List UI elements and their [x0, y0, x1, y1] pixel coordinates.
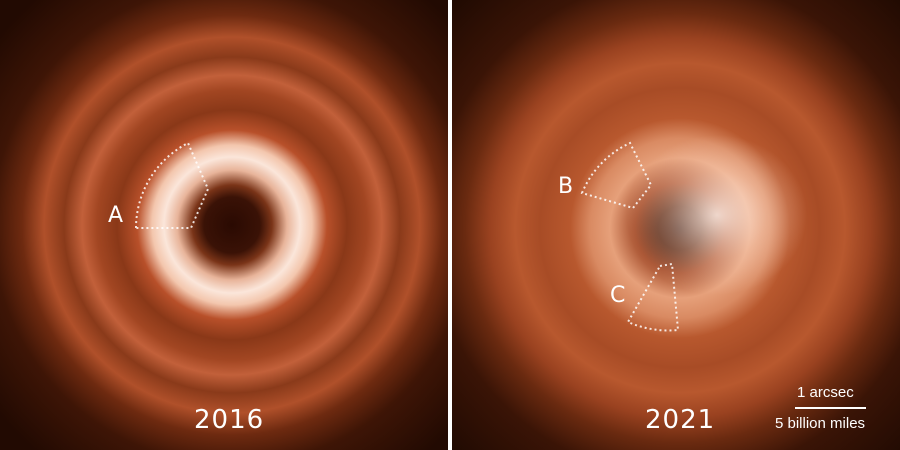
- region-a-wedge: [134, 141, 210, 229]
- year-label-2021: 2021: [645, 405, 716, 435]
- region-a-label: A: [108, 203, 124, 228]
- region-b-label: B: [558, 174, 574, 199]
- panel-2021-image: [452, 0, 900, 450]
- panel-divider: [448, 0, 452, 450]
- year-label-2016: 2016: [194, 405, 265, 435]
- scale-bar: [795, 407, 866, 409]
- panel-2016-image: [0, 0, 448, 450]
- scale-physical-label: 5 billion miles: [775, 415, 866, 432]
- scale-angular-label: 1 arcsec: [797, 384, 854, 401]
- region-c-label: C: [610, 283, 626, 308]
- region-c-wedge: [626, 262, 680, 332]
- region-b-wedge: [580, 141, 653, 210]
